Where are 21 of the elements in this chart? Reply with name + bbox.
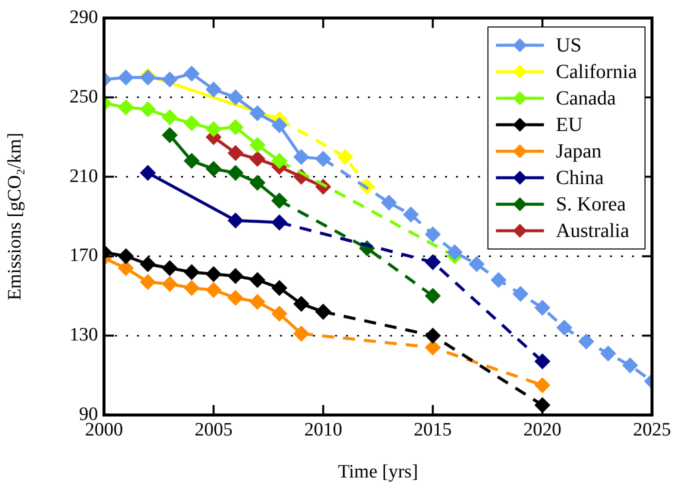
legend-label: Canada <box>556 88 616 110</box>
legend-label: S. Korea <box>556 194 626 216</box>
legend-label: EU <box>556 114 584 136</box>
y-axis-title: Emissions [gCO₂/km] <box>4 132 26 300</box>
legend-label: China <box>556 167 604 189</box>
legend-label: Japan <box>556 140 602 162</box>
legend-label: Australia <box>556 220 630 242</box>
y-tick-label: 250 <box>70 86 98 108</box>
x-tick-label: 2015 <box>414 419 452 440</box>
x-axis-title: Time [yrs] <box>338 462 418 483</box>
x-tick-label: 2000 <box>85 419 123 440</box>
x-tick-label: 2025 <box>633 419 671 440</box>
y-tick-label: 210 <box>70 166 98 187</box>
x-tick-label: 2005 <box>194 419 233 440</box>
y-tick-label: 290 <box>70 6 98 28</box>
y-tick-label: 170 <box>70 245 98 266</box>
legend-label: US <box>556 34 582 56</box>
y-tick-label: 130 <box>70 324 98 346</box>
x-tick-label: 2010 <box>304 419 342 440</box>
legend-label: California <box>556 61 638 83</box>
x-tick-label: 2020 <box>523 419 562 440</box>
